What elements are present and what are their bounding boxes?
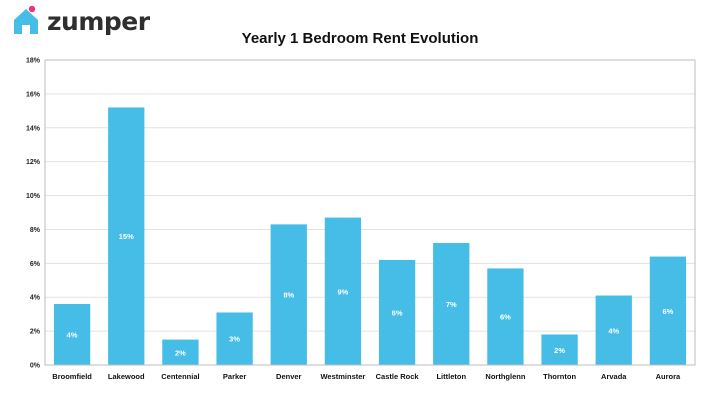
house-icon (14, 5, 38, 34)
bar-value-label: 6% (392, 308, 403, 317)
bar-lakewood (108, 107, 145, 365)
y-tick-label: 18% (26, 58, 41, 65)
y-tick-label: 0% (30, 363, 41, 370)
bar-thornton (541, 334, 578, 365)
x-category-label: Littleton (436, 372, 466, 381)
bar-value-label: 7% (446, 300, 457, 309)
y-tick-label: 12% (26, 159, 41, 166)
bar-value-label: 15% (119, 232, 134, 241)
x-category-label: Parker (223, 372, 246, 381)
bar-centennial (162, 339, 199, 365)
y-tick-label: 14% (26, 125, 41, 132)
y-tick-label: 8% (30, 227, 41, 234)
x-category-label: Westminster (320, 372, 365, 381)
y-tick-label: 6% (30, 261, 41, 268)
brand-name: zumper (47, 6, 150, 36)
bar-castle-rock (378, 259, 416, 365)
x-category-label: Northglenn (485, 372, 525, 381)
bar-value-label: 2% (554, 346, 565, 355)
x-category-label: Arvada (601, 372, 627, 381)
y-tick-label: 4% (30, 295, 41, 302)
bar-value-label: 6% (662, 307, 673, 316)
bar-value-label: 9% (337, 287, 348, 296)
bar-value-label: 4% (608, 326, 619, 335)
bar-value-label: 8% (283, 291, 294, 300)
bar-westminster (324, 217, 362, 365)
y-tick-label: 10% (26, 193, 41, 200)
y-tick-label: 2% (30, 329, 41, 336)
x-category-label: Broomfield (52, 372, 92, 381)
bar-northglenn (487, 268, 524, 365)
bar-parker (216, 312, 253, 365)
x-category-label: Aurora (656, 372, 681, 381)
plot-frame (44, 59, 696, 366)
bar-aurora (649, 256, 687, 365)
bar-denver (270, 224, 307, 365)
bar-value-label: 6% (500, 313, 511, 322)
x-category-label: Thornton (543, 372, 576, 381)
x-category-label: Centennial (161, 372, 199, 381)
bar-arvada (595, 295, 632, 365)
bar-value-label: 2% (175, 348, 186, 357)
bar-littleton (433, 243, 470, 365)
brand-logo: zumper (10, 4, 150, 38)
x-category-label: Lakewood (108, 372, 145, 381)
bar-value-label: 3% (229, 335, 240, 344)
bar-value-label: 4% (67, 331, 78, 340)
x-category-label: Castle Rock (376, 372, 420, 381)
bar-broomfield (53, 304, 91, 365)
y-tick-label: 16% (26, 91, 41, 98)
x-category-label: Denver (276, 372, 302, 381)
chart-title: Yearly 1 Bedroom Rent Evolution (241, 30, 479, 47)
